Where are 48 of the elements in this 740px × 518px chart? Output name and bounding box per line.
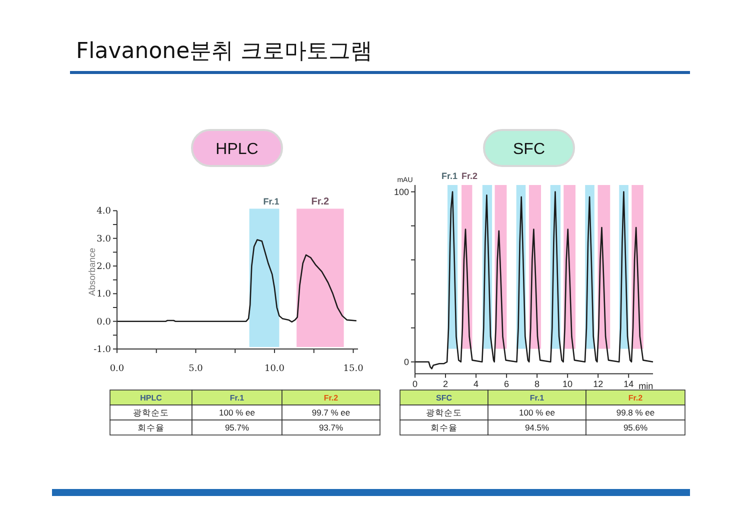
x-tick-label: 5.0: [188, 364, 204, 374]
x-tick-label: 8: [534, 378, 540, 389]
band-label: Fr.1: [263, 196, 280, 207]
x-tick-label: 10.0: [264, 364, 285, 374]
x-axis-title: min: [638, 380, 654, 391]
band-label: Fr.2: [311, 196, 330, 208]
text: Fr.1: [530, 394, 545, 402]
x-tick-label: 12: [593, 378, 604, 389]
text: Fr.1: [230, 394, 245, 402]
text: Flavanone분취 크로마토그램: [76, 39, 373, 64]
text: 광학순도: [426, 408, 462, 418]
text: HPLC: [140, 394, 162, 402]
x-tick-label: 10: [562, 378, 573, 389]
x-tick-label: 6: [504, 378, 510, 389]
line-series: [414, 191, 654, 370]
y-tick-label: 2.0: [96, 262, 112, 272]
text: Fr.2: [324, 394, 339, 402]
x-tick-label: 14: [624, 378, 634, 389]
y-axis-title: Absorbance: [87, 248, 97, 296]
text: 회수율: [430, 424, 458, 434]
text: 광학순도: [133, 408, 169, 418]
chart-title: SFC: [513, 141, 545, 158]
y-tick-label: 100: [394, 186, 409, 197]
text: 94.5%: [524, 422, 550, 432]
text: 회수율: [138, 424, 164, 434]
text: 100 % ee: [519, 408, 556, 418]
text: 100 % ee: [219, 408, 256, 418]
x-tick-label: 2: [443, 378, 448, 389]
x-tick-label: 0: [412, 378, 418, 389]
text: 95.7%: [224, 422, 250, 432]
x-tick-label: 0.0: [110, 364, 124, 374]
text: Fr.2: [628, 394, 644, 402]
y-tick-label: 1.0: [96, 290, 112, 300]
band-label: Fr.2: [462, 171, 478, 181]
y-tick-label: 0.0: [96, 317, 112, 328]
text: 99.7 % ee: [312, 408, 350, 418]
text: SFC: [436, 394, 452, 402]
y-tick-label: 3.0: [96, 234, 112, 244]
text: 99.8 % ee: [616, 408, 655, 418]
y-tick-label: -1.0: [94, 345, 112, 355]
line-series: [116, 239, 358, 323]
text: 95.6%: [623, 422, 648, 432]
y-tick-label: 4.0: [96, 206, 112, 217]
chart-title: HPLC: [216, 141, 258, 158]
band-label: Fr.1: [442, 171, 458, 181]
text: 93.7%: [318, 422, 344, 432]
x-tick-label: 15.0: [343, 364, 364, 374]
x-tick-label: 4: [474, 378, 479, 389]
